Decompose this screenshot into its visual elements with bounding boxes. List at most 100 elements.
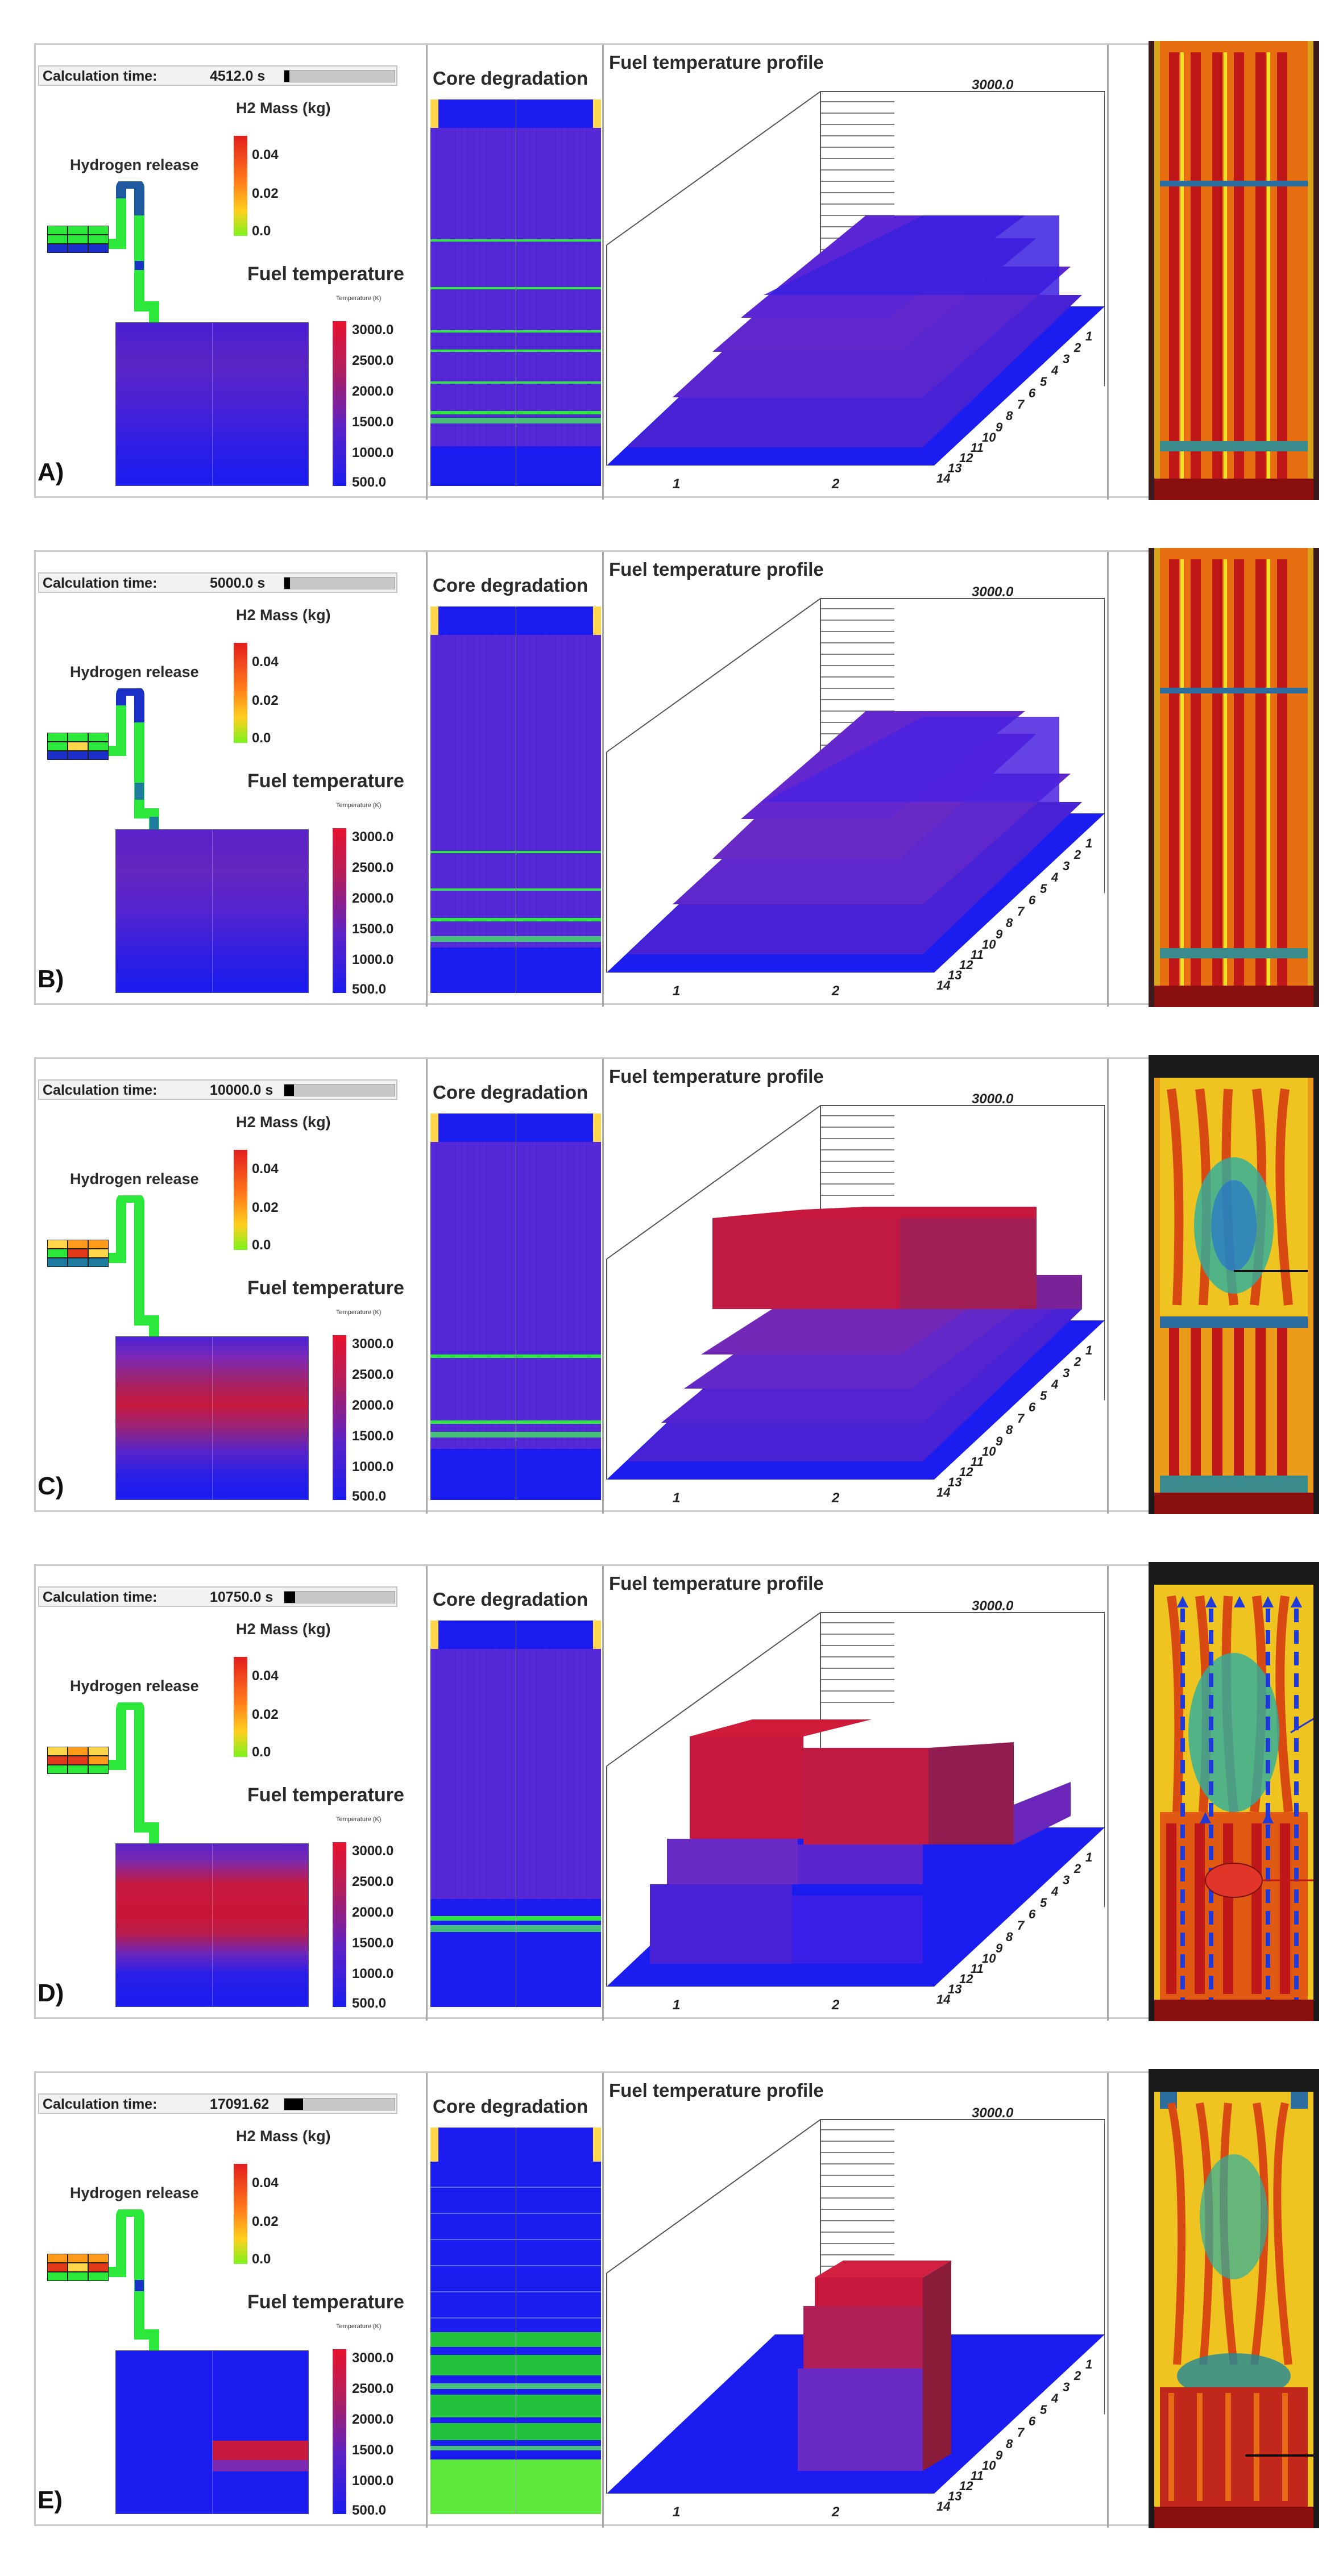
profile-y-label: 5 [1040,1389,1047,1403]
hydrogen-pipe-diagram [109,2209,159,2351]
profile-x-label: 1 [673,983,680,999]
fuel-temperature-profile-3d: 3000.0 1 2 14 13 12 11 10 9 8 7 6 5 [606,584,1105,999]
profile-y-label: 6 [1029,1907,1036,1921]
profile-block [650,1884,792,1964]
temp-tick-4: 1000.0 [352,1966,394,1981]
temperature-color-scale [333,1335,346,1500]
profile-y-label: 10 [982,430,996,444]
profile-y-label: 13 [948,2489,961,2503]
h2-color-scale [234,1150,247,1250]
profile-y-label: 4 [1051,870,1058,884]
core-degradation-title: Core degradation [433,68,588,89]
temp-tick-1: 2500.0 [352,353,394,368]
calc-time-label: Calculation time: [43,575,157,591]
profile-y-label: 1 [1085,1343,1092,1357]
profile-x-labels: 1 2 [673,1997,840,2013]
profile-block [792,1896,923,1964]
hydrogen-release-label: Hydrogen release [70,156,199,173]
fuel-temperature-label: Fuel temperature [247,770,404,792]
h2-tick-2: 0.0 [252,730,271,746]
profile-block [764,717,1059,802]
temperature-color-scale [333,1842,346,2007]
hot-region [213,2441,308,2460]
separator [602,552,604,1007]
fuel-temperature-profile-3d: 3000.0 1 2 14 13 12 11 10 9 8 [606,1598,1105,2013]
temp-tick-0: 3000.0 [352,1336,394,1352]
profile-block [815,2278,923,2306]
core-degradation-map [430,99,601,486]
core-degradation-map [430,1114,601,1500]
calc-progress-fill [284,577,290,589]
profile-y-label: 13 [948,461,961,475]
profile-y-label: 12 [959,451,973,465]
profile-y-labels: 14 13 12 11 10 9 8 7 6 5 4 3 2 1 [936,2357,1092,2513]
temp-tick-0: 3000.0 [352,2350,394,2366]
hydrogen-pipe-diagram [109,688,159,830]
temperature-color-scale [333,2349,346,2514]
profile-y-label: 4 [1051,363,1058,377]
temp-tick-1: 2500.0 [352,1367,394,1382]
profile-y-label: 5 [1040,1896,1047,1910]
profile-y-label: 8 [1006,1423,1013,1437]
profile-y-label: 13 [948,968,961,982]
profile-x-labels: 1 2 [673,476,840,492]
temp-tick-5: 500.0 [352,982,387,997]
h2-tick-0: 0.04 [252,654,279,670]
temperature-unit: Temperature (K) [336,802,382,809]
profile-y-label: 5 [1040,375,1047,389]
profile-y-label: 2 [1073,340,1081,355]
temp-tick-4: 1000.0 [352,952,394,967]
separator [1107,1566,1109,2021]
h2-tick-1: 0.02 [252,1200,279,1215]
temp-tick-5: 500.0 [352,1489,387,1504]
profile-y-label: 3 [1063,1366,1070,1380]
profile-y-label: 1 [1085,2357,1092,2371]
profile-y-label: 3 [1063,2380,1070,2394]
calc-progress-bar [284,70,395,82]
separator [426,1059,428,1514]
h2-tick-0: 0.04 [252,1668,279,1684]
fuel-temperature-profile-3d: 3000.0 1 2 14 13 12 11 10 9 8 7 [606,1091,1105,1506]
calc-time-label: Calculation time: [43,1082,157,1098]
calc-progress-bar [284,1591,395,1603]
row-label: A) [38,458,64,486]
h2-tick-0: 0.04 [252,1161,279,1177]
calc-time-value: 5000.0 s [210,575,266,591]
profile-y-label: 7 [1017,904,1025,919]
profile-y-label: 14 [936,1485,950,1499]
profile-y-label: 8 [1006,2437,1013,2451]
snapshot-row-b: Calculation time: 5000.0 s H2 Mass (kg) … [0,548,1343,1055]
profile-y-label: 8 [1006,409,1013,423]
profile-y-label: 14 [936,2499,950,2513]
h2-tick-1: 0.02 [252,1707,279,1722]
hydrogen-release-label: Hydrogen release [70,1170,199,1187]
calc-progress-fill [284,70,289,82]
h2-tick-1: 0.02 [252,693,279,708]
temperature-unit: Temperature (K) [336,2323,382,2330]
profile-y-label: 12 [959,2479,973,2493]
separator [1107,45,1109,500]
h2-color-scale [234,136,247,236]
core-degradation-title: Core degradation [433,1082,588,1103]
profile-y-label: 9 [996,420,1003,434]
fuel-temperature-map [115,2350,309,2514]
temp-tick-0: 3000.0 [352,322,394,338]
calc-progress-bar [284,1084,395,1096]
temp-tick-3: 1500.0 [352,2442,394,2458]
separator [426,1566,428,2021]
profile-y-label: 6 [1029,2414,1036,2428]
fuel-temperature-profile-3d: 3000.0 1 2 14 13 12 11 10 9 8 7 6 5 [606,77,1105,492]
profile-block [1037,1275,1082,1309]
temp-tick-1: 2500.0 [352,860,394,875]
temperature-color-scale [333,828,346,993]
hydrogen-release-label: Hydrogen release [70,2184,199,2201]
h2-mass-label: H2 Mass (kg) [236,1114,331,1131]
fuel-temperature-label: Fuel temperature [247,1784,404,1806]
h2-mass-label: H2 Mass (kg) [236,606,331,624]
row-label: B) [38,965,64,993]
profile-y-labels: 14 13 12 11 10 9 8 7 6 5 4 3 2 1 [936,836,1092,992]
profile-y-label: 7 [1017,397,1025,412]
fuel-profile-title: Fuel temperature profile [609,1573,824,1594]
profile-y-label: 10 [982,1444,996,1459]
temp-tick-2: 2000.0 [352,891,394,906]
